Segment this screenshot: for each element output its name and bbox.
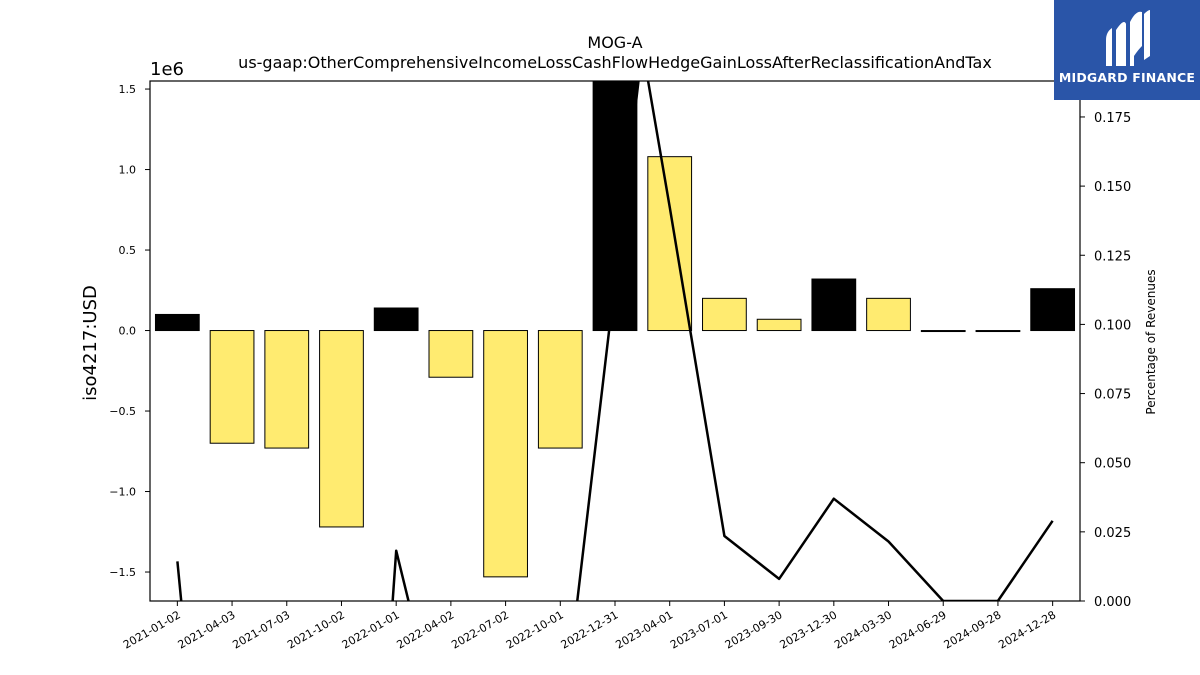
bar-2022-10-01 [537, 330, 583, 449]
y-tick-label: −0.5 [109, 405, 136, 418]
y2-tick-label: 0.175 [1094, 111, 1131, 126]
line-segment-2 [576, 81, 1054, 601]
bar-2024-09-28 [975, 330, 1021, 333]
x-tick-label: 2021-04-03 [176, 608, 238, 651]
chart-subtitle: us-gaap:OtherComprehensiveIncomeLossCash… [238, 53, 992, 72]
y2-tick-label: 0.075 [1094, 388, 1131, 403]
bar-2024-12-28 [1030, 288, 1076, 332]
y-tick-label: 0.0 [119, 325, 137, 338]
line-group [176, 81, 1054, 601]
x-tick-label: 2024-06-29 [887, 608, 949, 651]
line-segment-1 [391, 549, 410, 601]
x-tick-label: 2022-12-31 [559, 608, 621, 651]
bar-2022-01-01 [373, 307, 419, 332]
logo: MIDGARD FINANCE [1054, 0, 1200, 100]
y2-tick-label: 0.000 [1094, 595, 1131, 610]
x-tick-label: 2024-03-30 [832, 608, 894, 651]
y-tick-label: 0.5 [119, 244, 137, 257]
bar-2023-09-30 [756, 318, 802, 332]
x-tick-label: 2021-01-02 [121, 608, 183, 651]
y2-tick-label: 0.025 [1094, 526, 1131, 541]
y-tick-label: −1.5 [109, 566, 136, 579]
bar-2021-07-03 [264, 330, 310, 449]
bar-2024-06-29 [920, 330, 966, 333]
y2-tick-label: 0.050 [1094, 457, 1131, 472]
x-tick-label: 2022-07-02 [449, 608, 511, 651]
y2-tick-label: 0.100 [1094, 318, 1131, 333]
y-tick-label: 1.0 [119, 164, 137, 177]
x-tick-label: 2021-10-02 [285, 608, 347, 651]
bar-2023-12-30 [811, 278, 857, 332]
bar-2022-04-02 [428, 330, 474, 378]
line-segment-0 [176, 561, 183, 601]
x-tick-label: 2022-04-02 [395, 608, 457, 651]
y2-axis-label: Percentage of Revenues [1144, 269, 1158, 414]
y-offset-label: 1e6 [150, 59, 184, 80]
midgard-logo-icon [1106, 10, 1150, 66]
y2-tick-label: 0.125 [1094, 249, 1131, 264]
logo-text: MIDGARD FINANCE [1058, 70, 1196, 85]
bar-2022-12-31 [592, 81, 638, 332]
bar-2021-01-02 [154, 313, 200, 332]
y-tick-label: 1.5 [119, 83, 137, 96]
bar-2023-07-01 [702, 297, 747, 332]
x-tick-label: 2022-10-01 [504, 608, 566, 651]
y-tick-label: −1.0 [109, 486, 136, 499]
bars-group [154, 81, 1076, 578]
bar-2024-03-30 [866, 297, 911, 332]
x-tick-label: 2022-01-01 [340, 608, 402, 651]
y-axis-label: iso4217:USD [80, 285, 101, 401]
bar-2021-04-03 [209, 330, 255, 444]
bar-2022-07-02 [483, 330, 528, 578]
y2-tick-label: 0.150 [1094, 180, 1131, 195]
x-tick-label: 2024-12-28 [996, 608, 1058, 651]
x-tick-label: 2023-12-30 [777, 608, 839, 651]
bar-2021-10-02 [319, 330, 364, 528]
x-tick-label: 2023-04-01 [613, 608, 675, 651]
x-tick-label: 2023-07-01 [668, 608, 730, 651]
chart-title: MOG-A [587, 33, 642, 52]
x-tick-label: 2021-07-03 [230, 608, 292, 651]
x-tick-label: 2024-09-28 [942, 608, 1004, 651]
x-tick-label: 2023-09-30 [723, 608, 785, 651]
